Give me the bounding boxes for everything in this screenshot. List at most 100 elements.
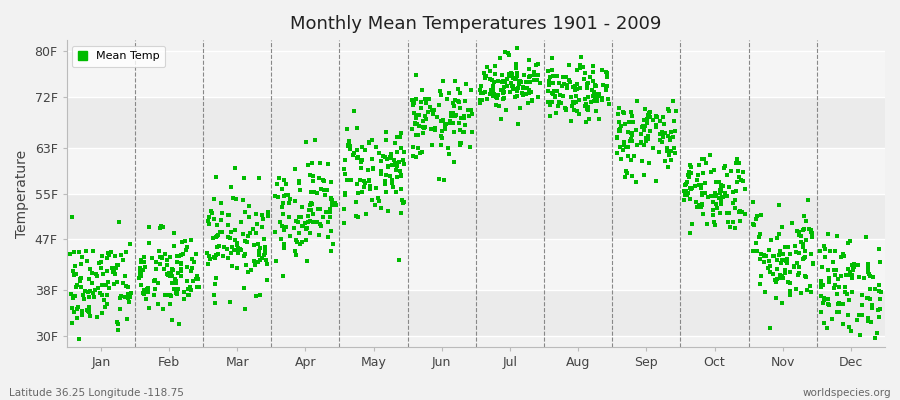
- Point: [163, 273, 177, 280]
- Point: [228, 226, 242, 233]
- Point: [396, 157, 410, 164]
- Point: [613, 128, 627, 135]
- Point: [378, 172, 392, 178]
- Point: [230, 265, 244, 271]
- Point: [220, 246, 234, 253]
- Point: [552, 99, 566, 105]
- Point: [277, 244, 292, 251]
- Point: [69, 282, 84, 288]
- Point: [112, 219, 127, 226]
- Point: [246, 226, 260, 232]
- Point: [501, 71, 516, 78]
- Point: [95, 253, 110, 260]
- Point: [682, 184, 697, 191]
- Point: [317, 178, 331, 185]
- Point: [148, 286, 162, 292]
- Point: [223, 184, 238, 190]
- Point: [835, 321, 850, 328]
- Point: [273, 219, 287, 226]
- Point: [814, 277, 829, 284]
- Point: [690, 177, 705, 183]
- Point: [817, 294, 832, 301]
- Point: [298, 220, 312, 226]
- Point: [831, 276, 845, 282]
- Point: [560, 81, 574, 88]
- Point: [570, 108, 584, 115]
- Point: [259, 256, 274, 263]
- Point: [377, 178, 392, 184]
- Point: [122, 291, 136, 297]
- Point: [89, 270, 104, 277]
- Point: [299, 237, 313, 244]
- Point: [486, 85, 500, 91]
- Point: [181, 286, 195, 292]
- Point: [381, 163, 395, 170]
- Point: [563, 94, 578, 100]
- Point: [393, 145, 408, 152]
- Point: [610, 150, 625, 156]
- Point: [580, 81, 594, 87]
- Point: [817, 296, 832, 303]
- Point: [191, 276, 205, 282]
- Point: [185, 278, 200, 284]
- Point: [222, 299, 237, 305]
- Point: [516, 85, 530, 91]
- Point: [111, 321, 125, 327]
- Point: [353, 177, 367, 184]
- Point: [221, 212, 236, 218]
- Point: [658, 158, 672, 164]
- Point: [324, 196, 338, 202]
- Point: [251, 240, 266, 247]
- Point: [804, 229, 818, 235]
- Point: [241, 214, 256, 220]
- Point: [634, 124, 649, 130]
- Point: [354, 164, 368, 171]
- Point: [828, 281, 842, 288]
- Bar: [67, 52, 885, 97]
- Point: [706, 219, 721, 225]
- Point: [664, 148, 679, 154]
- Point: [452, 98, 466, 105]
- Point: [845, 267, 859, 274]
- Point: [682, 174, 697, 180]
- Point: [828, 272, 842, 279]
- Point: [852, 274, 867, 280]
- Point: [752, 231, 767, 238]
- Point: [204, 209, 219, 216]
- Point: [302, 172, 317, 178]
- Point: [617, 174, 632, 180]
- Point: [169, 278, 184, 284]
- Point: [822, 267, 836, 273]
- Point: [74, 352, 88, 358]
- Point: [806, 260, 820, 266]
- Point: [841, 240, 855, 246]
- Point: [736, 168, 751, 175]
- Point: [425, 107, 439, 114]
- Point: [652, 149, 666, 156]
- Point: [341, 142, 356, 149]
- Point: [546, 80, 561, 86]
- Point: [453, 127, 467, 133]
- Point: [861, 261, 876, 268]
- Point: [487, 79, 501, 85]
- Point: [78, 288, 93, 294]
- Point: [148, 265, 163, 272]
- Point: [189, 251, 203, 258]
- Point: [580, 93, 595, 100]
- Point: [388, 140, 402, 146]
- Point: [134, 257, 148, 264]
- Point: [324, 179, 338, 185]
- Point: [688, 199, 703, 206]
- Point: [656, 133, 670, 140]
- Point: [715, 194, 729, 200]
- Point: [465, 111, 480, 117]
- Point: [428, 126, 443, 133]
- Point: [289, 236, 303, 243]
- Point: [869, 330, 884, 336]
- Point: [516, 92, 530, 98]
- Point: [874, 289, 888, 295]
- Point: [495, 72, 509, 78]
- Point: [873, 258, 887, 265]
- Point: [708, 192, 723, 198]
- Point: [574, 54, 589, 60]
